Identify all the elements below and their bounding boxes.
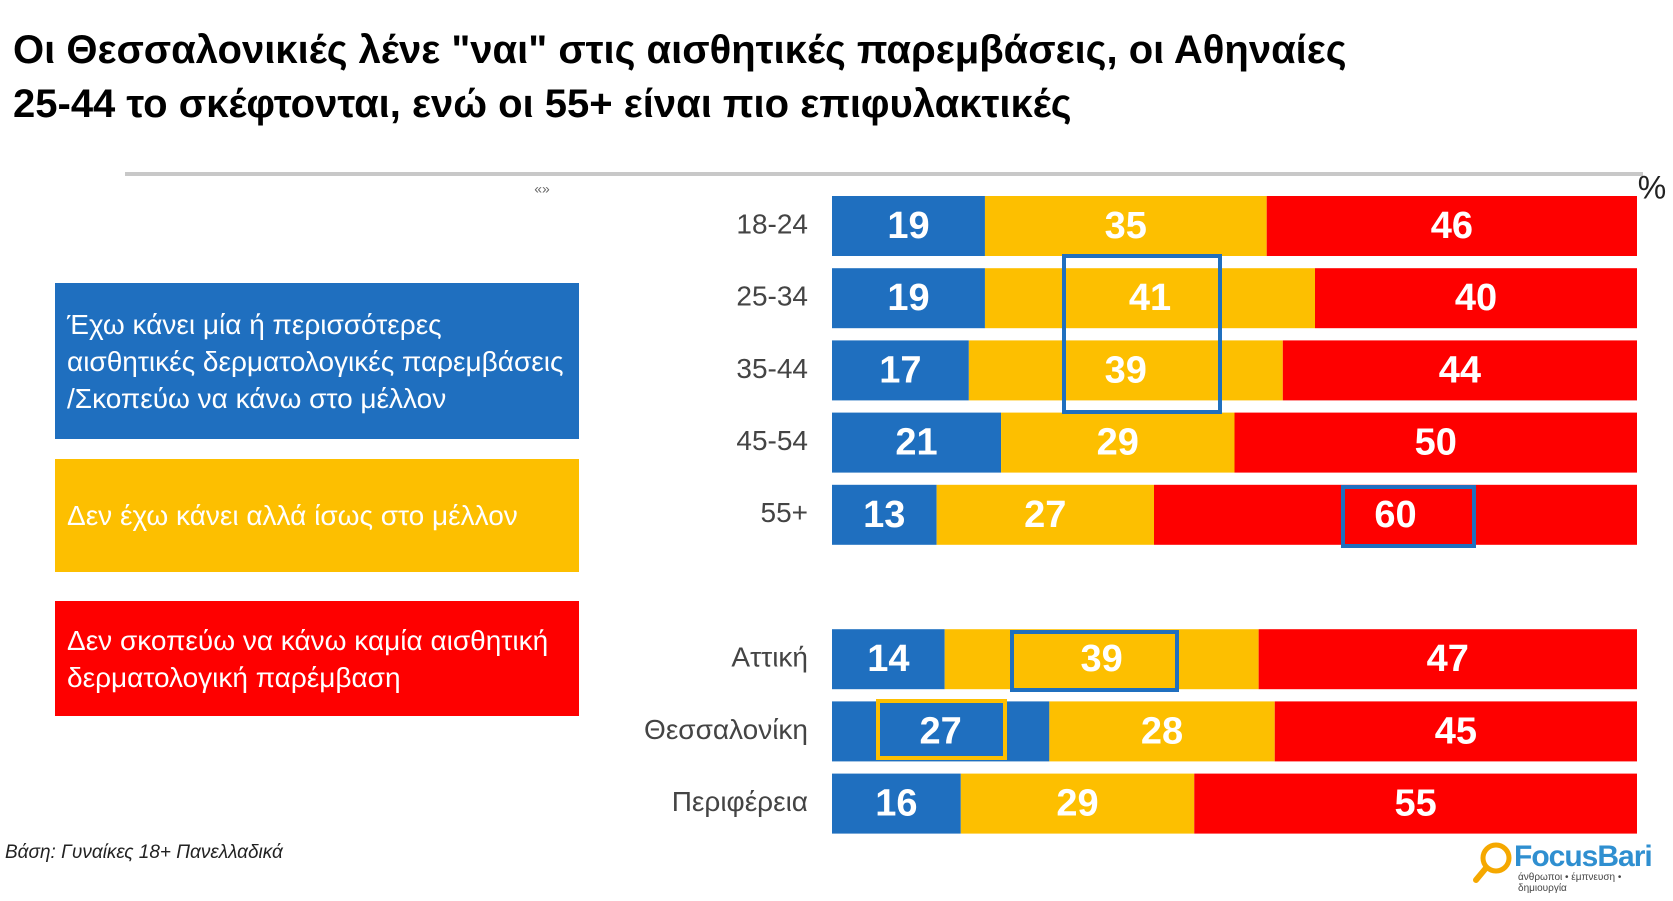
value-label: 39 [1105,349,1147,391]
value-label: 40 [1455,277,1497,319]
value-label: 50 [1415,422,1457,464]
value-label: 13 [863,494,905,536]
value-label: 17 [879,349,921,391]
y-tick-label: 25-34 [736,281,808,312]
bar-segment [960,773,1195,834]
value-label: 14 [867,638,909,680]
legend-item: Δεν έχω κάνει αλλά ίσως στο μέλλον [55,459,579,572]
bars: 18-24 19 35 46 25-34 19 41 40 35-44 17 39 44 45-54 21… [644,196,1637,834]
logo-tagline: άνθρωποι • έμπνευση • δημιουργία [1518,872,1622,894]
value-label: 21 [895,422,937,464]
bar-segment [936,484,1154,545]
value-label: 29 [1097,422,1139,464]
legend-item: Δεν σκοπεύω να κάνω καμία αισθητική δερμ… [55,601,579,716]
y-tick-label: Περιφέρεια [672,786,808,817]
value-label: 19 [887,277,929,319]
bar-segment [1234,412,1637,473]
chart-title: Οι Θεσσαλονικιές λένε "ναι" στις αισθητι… [13,28,1347,72]
value-label: 60 [1374,494,1416,536]
bar-segment [1154,484,1637,545]
highlight-box [876,699,1007,760]
bar-segment [1001,412,1235,473]
value-label: 27 [1024,494,1066,536]
y-tick-label: Αττική [731,642,808,673]
value-label: 29 [1056,783,1098,825]
bar-segment [968,340,1283,401]
bar-segment [1274,701,1637,762]
bar-segment [832,340,969,401]
value-label: 41 [1129,277,1171,319]
bar-segment [1266,196,1637,256]
bar-segment [1258,629,1637,690]
y-tick-label: 18-24 [736,208,808,239]
y-tick-label: Θεσσαλονίκη [644,714,808,745]
highlight-box [1062,254,1222,414]
bar-segment [1282,340,1637,401]
value-label: 39 [1081,638,1123,680]
value-label: 46 [1431,205,1473,247]
y-tick-label: 35-44 [736,353,808,384]
highlights [876,254,1476,760]
unit-label: % [1638,169,1666,205]
chart-title: 25-44 το σκέφτονται, ενώ οι 55+ είναι πι… [13,82,1072,126]
highlight-box [1010,630,1179,692]
bar-segment [832,629,945,690]
bar-segment [832,268,985,329]
bar-segment [832,412,1002,473]
footnote: Βάση: Γυναίκες 18+ Πανελλαδικά [5,842,283,863]
y-tick-label: 45-54 [736,425,808,456]
bar-segment [1194,773,1637,834]
marker: «» [534,181,550,197]
bar-segment [832,773,961,834]
value-label: 44 [1439,349,1481,391]
bar-segment [1315,268,1637,329]
value-label: 55 [1394,783,1436,825]
value-label: 45 [1435,710,1477,752]
bar-segment [832,701,1050,762]
bar-segment [944,629,1259,690]
value-label: 16 [875,783,917,825]
bar-segment [984,268,1315,329]
logo-name: FocusBari [1514,840,1653,873]
value-label: 28 [1141,710,1183,752]
bar-segment [832,484,937,545]
bar-segment [1049,701,1275,762]
value-label: 27 [920,710,962,752]
value-label: 35 [1105,205,1147,247]
bar-segment [832,196,985,256]
y-tick-label: 55+ [761,497,809,528]
legend-item: Έχω κάνει μία ή περισσότερες αισθητικές … [55,283,579,439]
value-label: 47 [1427,638,1469,680]
value-label: 19 [887,205,929,247]
bar-segment [984,196,1267,256]
logo-icon [1473,842,1512,883]
logo: FocusBari άνθρωποι • έμπνευση • δημιουργ… [1472,840,1662,894]
highlight-box [1341,485,1476,548]
